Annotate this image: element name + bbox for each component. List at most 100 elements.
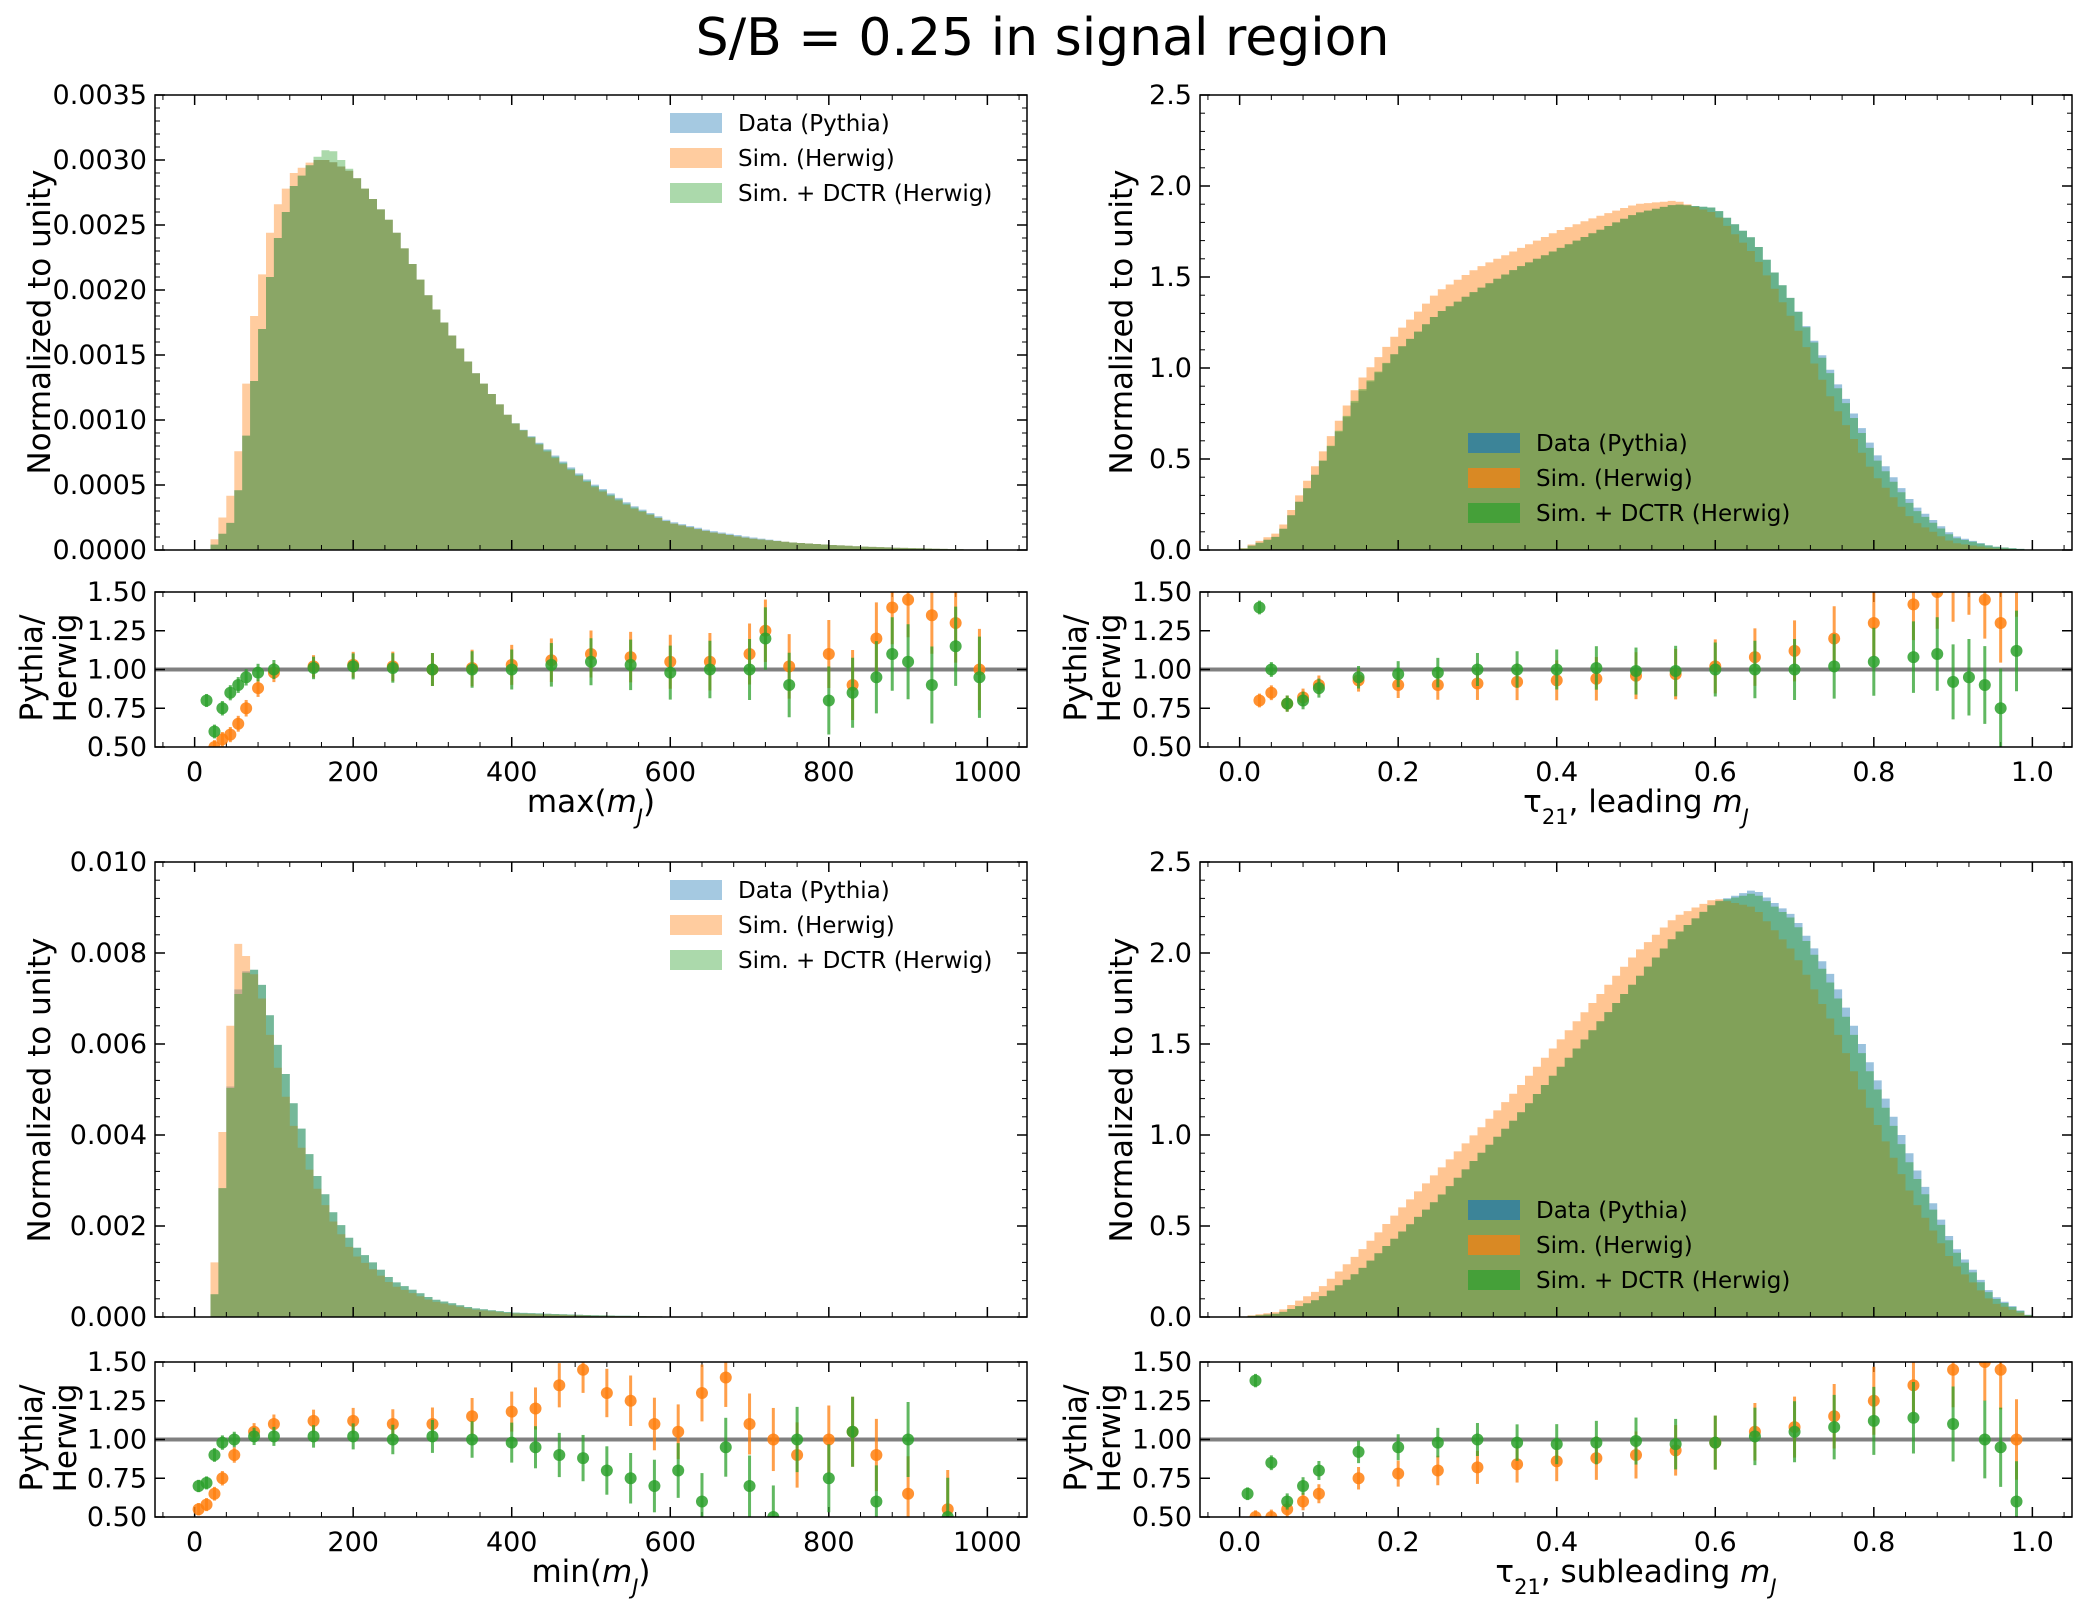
ratio-point-sim xyxy=(1947,1363,1960,1376)
legend-label: Data (Pythia) xyxy=(738,878,890,904)
ratio-ytick-label: 1.25 xyxy=(1132,616,1192,647)
ratio-point-dctr xyxy=(267,663,280,676)
ratio-point-sim xyxy=(719,1371,732,1384)
ratio-point-sim xyxy=(695,1387,708,1399)
ratio-point-sim xyxy=(2010,1433,2023,1446)
ratio-point-dctr xyxy=(553,1449,566,1461)
ratio-point-sim xyxy=(870,632,883,645)
ratio-point-sim xyxy=(2011,571,2023,583)
ratio-point-dctr xyxy=(1931,648,1944,660)
ratio-point-sim xyxy=(648,1418,661,1430)
ratio-point-dctr xyxy=(1947,675,1960,688)
xtick-label: 800 xyxy=(803,1527,855,1558)
ratio-point-dctr xyxy=(2010,1495,2023,1508)
xtick-label: 600 xyxy=(644,1527,696,1558)
ratio-point-dctr xyxy=(1788,663,1801,676)
ratio-point-sim xyxy=(1994,1363,2007,1376)
ratio-point-dctr xyxy=(1281,697,1294,710)
histogram-data xyxy=(194,160,988,550)
legend-swatch xyxy=(670,950,722,970)
legend-label: Sim. (Herwig) xyxy=(738,146,895,172)
ratio-point-sim xyxy=(902,593,915,606)
ratio-point-sim xyxy=(902,1487,915,1500)
histogram-dctr xyxy=(1239,204,2033,550)
ratio-ytick-label: 0.75 xyxy=(87,1463,147,1494)
ratio-ytick-label: 0.75 xyxy=(1132,1463,1192,1494)
ratio-point-dctr xyxy=(1994,702,2007,715)
ytick-label: 2.5 xyxy=(1149,847,1192,878)
ratio-point-sim xyxy=(1471,1461,1484,1474)
ratio-point-dctr xyxy=(347,660,360,673)
legend-swatch xyxy=(1468,503,1520,523)
ratio-point-sim xyxy=(1994,617,2007,629)
xtick-label: 200 xyxy=(327,757,379,788)
ratio-point-dctr xyxy=(267,1430,280,1443)
ratio-point-dctr xyxy=(1312,682,1325,695)
ratio-point-dctr xyxy=(672,1464,685,1477)
ratio-point-dctr xyxy=(426,663,439,676)
ratio-point-dctr xyxy=(941,1511,954,1517)
ratio-ytick-label: 0.50 xyxy=(1132,732,1192,763)
ratio-point-sim xyxy=(886,601,899,614)
ratio-point-sim xyxy=(240,702,253,715)
panel-top-left-ratio-ylabel: Pythia/Herwig xyxy=(14,614,84,723)
ytick-label: 1.5 xyxy=(1149,1029,1192,1060)
panel-bottom-left-ratio-points xyxy=(155,1362,1027,1517)
ratio-point-dctr xyxy=(307,661,320,674)
ratio-point-dctr xyxy=(200,1476,213,1489)
panel-top-left-histograms xyxy=(194,150,988,550)
panel-bottom-right: 0.0 0.5 1.0 1.5 2.0 2.5 0.0 0.2 0.4 0.6 0.8 1.0 Norm… xyxy=(1058,847,2073,1599)
ratio-point-sim xyxy=(1312,1487,1325,1500)
panel-bottom-left-frame xyxy=(154,861,1028,1318)
ratio-point-sim xyxy=(1931,592,1944,598)
legend-label: Sim. + DCTR (Herwig) xyxy=(1536,1268,1790,1294)
panel-top-left: 0.0000 0.0005 0.0010 0.0015 0.0020 0.0025 0.00… xyxy=(14,80,1028,829)
ratio-point-sim xyxy=(1907,598,1920,611)
ratio-point-dctr xyxy=(973,671,986,684)
ratio-ytick-label: 0.50 xyxy=(1132,1502,1192,1533)
ratio-point-dctr xyxy=(529,1441,542,1454)
ratio-point-sim xyxy=(870,1449,883,1461)
ratio-ytick-label: 0.75 xyxy=(1132,693,1192,724)
legend-label: Sim. (Herwig) xyxy=(1536,1233,1693,1259)
ytick-label: 0.5 xyxy=(1149,1211,1192,1242)
legend-swatch xyxy=(670,880,722,900)
panel-bottom-right-ylabel: Normalized to unity xyxy=(1104,937,1140,1242)
legend-swatch xyxy=(1468,1270,1520,1290)
panel-bottom-left-histograms xyxy=(194,943,988,1317)
ratio-point-dctr xyxy=(846,686,859,699)
ratio-point-dctr xyxy=(1297,694,1310,707)
ytick-label: 0.0015 xyxy=(53,340,147,371)
ratio-point-dctr xyxy=(386,1433,399,1446)
xtick-label: 0 xyxy=(186,1527,203,1558)
ratio-point-sim xyxy=(1978,593,1991,606)
xtick-label: 0.0 xyxy=(1218,1527,1261,1558)
ratio-point-dctr xyxy=(1431,1436,1444,1449)
legend-label: Sim. + DCTR (Herwig) xyxy=(738,181,992,207)
ratio-point-dctr xyxy=(224,686,237,699)
ratio-point-dctr xyxy=(743,663,756,676)
ytick-label: 0.0030 xyxy=(53,145,147,176)
ratio-ytick-label: 1.00 xyxy=(1132,1425,1192,1456)
ratio-point-sim xyxy=(1249,1511,1262,1517)
ratio-point-dctr xyxy=(600,1464,613,1477)
ratio-point-dctr xyxy=(1392,1441,1405,1454)
legend-swatch xyxy=(1468,1235,1520,1255)
ratio-point-dctr xyxy=(248,1430,261,1443)
ratio-point-dctr xyxy=(200,694,213,707)
ratio-point-dctr xyxy=(1630,665,1642,678)
panel-bottom-right-ratio-ylabel: Pythia/Herwig xyxy=(1058,1384,1128,1493)
panel-top-right-ratio-points xyxy=(1200,571,2072,747)
ratio-point-sim xyxy=(232,717,245,730)
ratio-point-dctr xyxy=(1709,1436,1722,1449)
xtick-label: 1000 xyxy=(953,1527,1022,1558)
ytick-label: 0.0 xyxy=(1149,1302,1192,1333)
ytick-label: 0.0000 xyxy=(53,535,147,566)
ratio-point-dctr xyxy=(1962,671,1975,684)
ratio-point-sim xyxy=(1867,617,1880,629)
panel-top-right-ylabel: Normalized to unity xyxy=(1104,169,1140,474)
legend-label: Sim. + DCTR (Herwig) xyxy=(1536,501,1790,527)
ratio-point-dctr xyxy=(545,658,558,671)
ratio-point-sim xyxy=(1392,1467,1405,1480)
ratio-point-sim xyxy=(505,1405,518,1418)
